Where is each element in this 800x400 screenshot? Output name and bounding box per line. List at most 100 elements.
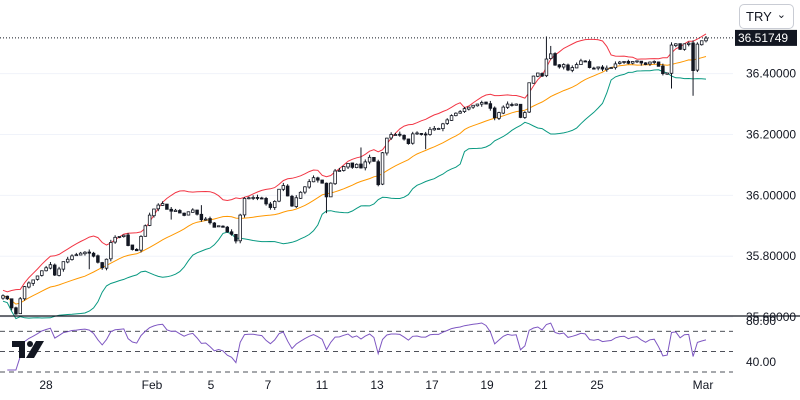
candle xyxy=(91,251,96,258)
candle xyxy=(622,61,626,64)
x-tick-label: 13 xyxy=(370,378,384,392)
tradingview-logo[interactable] xyxy=(11,340,45,359)
candle xyxy=(234,233,238,244)
candle xyxy=(96,254,100,264)
candle xyxy=(488,100,493,111)
candle xyxy=(566,63,570,72)
candle xyxy=(160,201,165,206)
candle xyxy=(87,249,91,270)
candle xyxy=(454,112,458,117)
candle xyxy=(592,66,596,70)
candle xyxy=(380,151,385,186)
candle xyxy=(600,65,605,72)
candle xyxy=(83,251,87,256)
candle xyxy=(303,186,307,195)
lower-band-line xyxy=(2,69,707,320)
candle xyxy=(329,182,333,198)
candle xyxy=(147,212,152,227)
candle xyxy=(505,101,510,109)
candle xyxy=(553,52,557,66)
candle xyxy=(130,244,135,251)
candle xyxy=(5,295,10,301)
candle xyxy=(264,196,268,206)
candle xyxy=(1,294,5,300)
candle xyxy=(363,159,368,171)
candle xyxy=(432,125,437,131)
candle xyxy=(630,61,635,65)
candle xyxy=(337,167,342,172)
candle xyxy=(134,248,139,252)
candle xyxy=(510,102,514,107)
candle xyxy=(53,263,57,276)
y-tick-label: 36.40000 xyxy=(746,67,796,81)
candle xyxy=(445,118,449,125)
chart-grid xyxy=(0,73,733,318)
candle xyxy=(48,262,53,270)
candle xyxy=(406,138,411,145)
candle xyxy=(354,163,359,169)
candle xyxy=(613,61,618,70)
x-tick-label: 5 xyxy=(208,378,215,392)
candle xyxy=(561,63,566,70)
candle xyxy=(78,251,83,256)
candle xyxy=(186,211,191,216)
candle xyxy=(691,40,695,96)
candle xyxy=(479,100,484,107)
candle xyxy=(436,127,441,130)
candle xyxy=(497,111,501,121)
currency-select[interactable]: TRY ⌄ xyxy=(739,4,794,29)
candle xyxy=(635,60,639,64)
candle xyxy=(139,235,143,253)
candle xyxy=(104,258,109,271)
candle xyxy=(221,225,225,228)
candle xyxy=(492,106,497,121)
candle xyxy=(216,225,221,228)
rsi-indicator-pane: 80.00 40.00 xyxy=(0,314,776,373)
candle xyxy=(518,103,523,119)
candle xyxy=(285,184,290,197)
candle xyxy=(126,232,130,247)
candle xyxy=(18,296,22,315)
x-tick-label: 17 xyxy=(425,378,439,392)
candle xyxy=(35,275,40,281)
candle xyxy=(385,137,389,156)
candle xyxy=(61,261,66,272)
y-tick-label: 36.00000 xyxy=(746,188,796,202)
candle xyxy=(419,133,424,136)
x-tick-label: 7 xyxy=(265,378,272,392)
candle xyxy=(699,40,704,46)
x-tick-label: 25 xyxy=(590,378,604,392)
candle xyxy=(346,162,350,170)
candle xyxy=(117,236,122,239)
candle xyxy=(661,63,665,76)
candle xyxy=(574,62,579,69)
candle xyxy=(475,103,480,107)
candle xyxy=(74,252,79,257)
candle xyxy=(410,131,415,145)
candle xyxy=(178,209,182,214)
candle xyxy=(656,61,661,67)
candle xyxy=(367,154,372,165)
candle xyxy=(225,225,230,233)
candle xyxy=(290,194,294,207)
candle xyxy=(682,43,687,51)
x-tick-label: 19 xyxy=(480,378,494,392)
rsi-tick-label: 80.00 xyxy=(746,314,776,328)
candle xyxy=(199,205,204,222)
candle xyxy=(109,239,113,262)
candle xyxy=(618,60,622,65)
rsi-line xyxy=(7,322,707,371)
currency-select-value: TRY xyxy=(746,9,772,24)
y-tick-label: 35.80000 xyxy=(746,249,796,263)
candle xyxy=(462,106,467,113)
candle xyxy=(428,126,432,136)
candle xyxy=(341,165,346,172)
candle xyxy=(203,217,208,221)
candle xyxy=(402,134,406,141)
candle xyxy=(294,195,299,208)
price-label: 36.51749 xyxy=(738,31,788,45)
candle xyxy=(695,42,700,73)
candle xyxy=(307,179,311,189)
y-tick-label: 36.20000 xyxy=(746,127,796,141)
